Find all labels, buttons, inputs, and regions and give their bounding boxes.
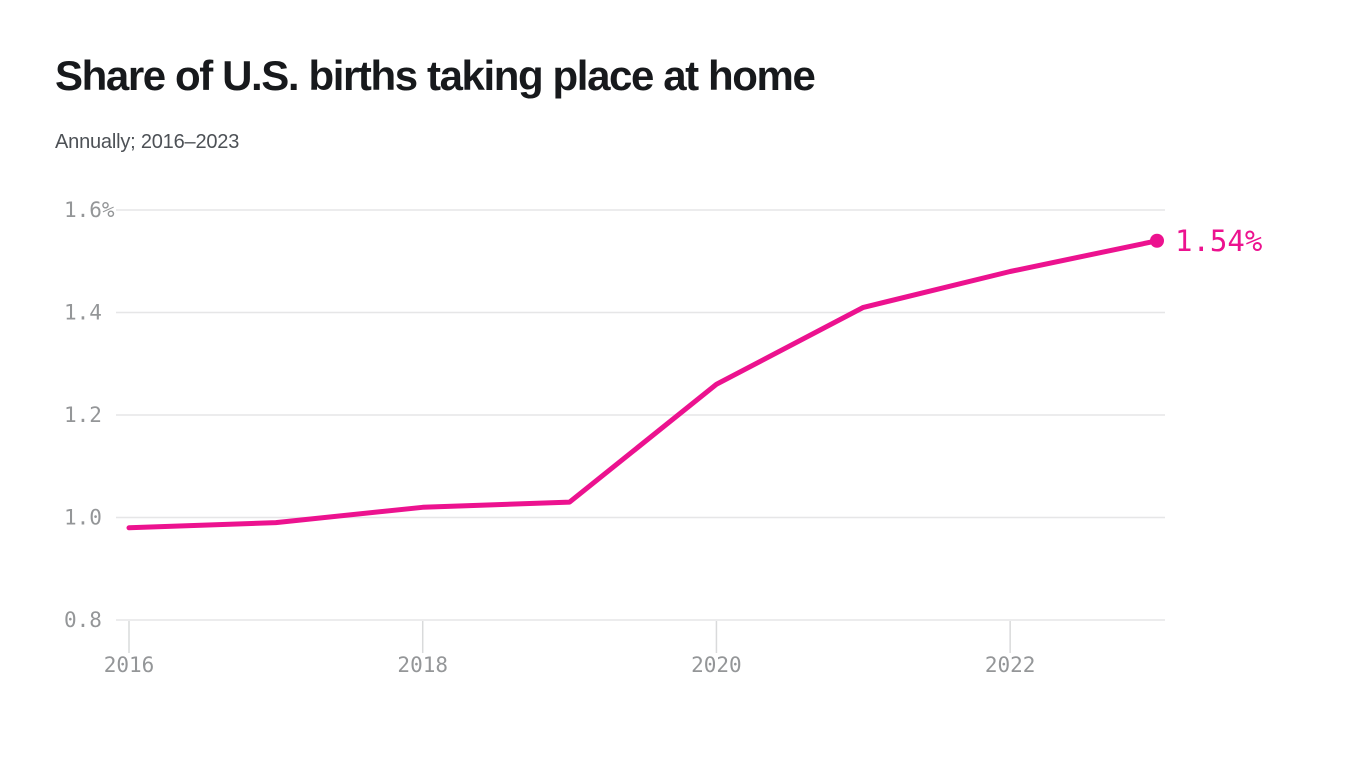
chart-subtitle: Annually; 2016–2023 <box>55 131 240 153</box>
y-tick-label: 1.2 <box>64 403 102 427</box>
x-tick-label: 2018 <box>397 653 448 677</box>
end-point-dot <box>1150 233 1164 248</box>
y-tick-label: 1.6% <box>64 198 115 222</box>
x-tick-label: 2020 <box>691 653 742 677</box>
series-line <box>126 238 1160 531</box>
x-tick-label: 2016 <box>104 653 155 677</box>
chart-title: Share of U.S. births taking place at hom… <box>55 52 816 99</box>
x-tick-label: 2022 <box>985 653 1036 677</box>
end-value-label: 1.54% <box>1175 224 1262 258</box>
y-tick-label: 1.0 <box>64 506 102 530</box>
y-tick-label: 1.4 <box>64 301 102 325</box>
y-tick-label: 0.8 <box>64 608 102 632</box>
